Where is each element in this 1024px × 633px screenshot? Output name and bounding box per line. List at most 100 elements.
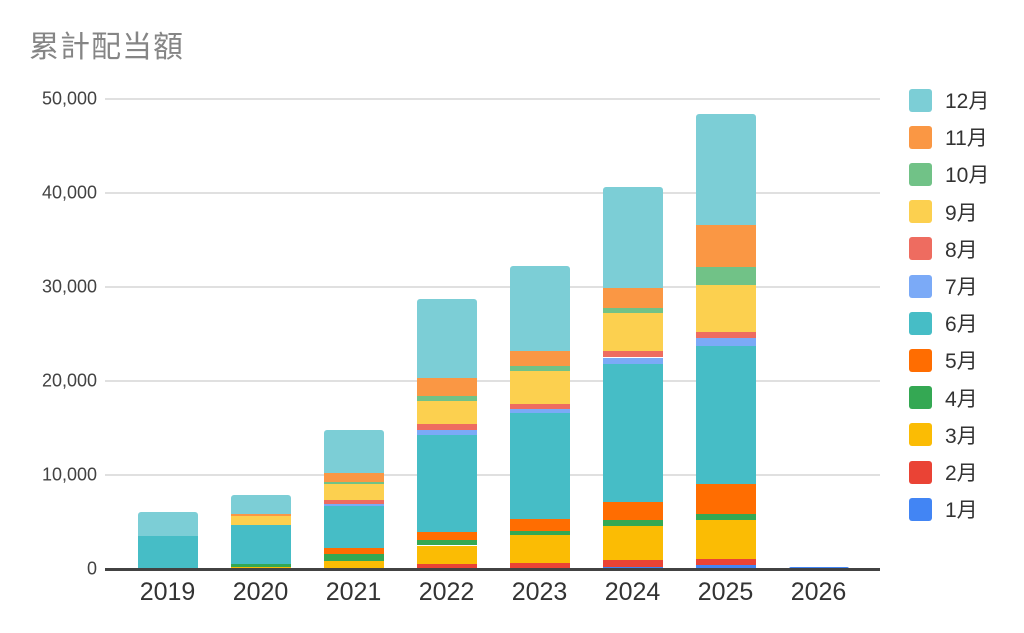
bar-segment-2025-m7[interactable] [695,338,756,347]
bar-segment-2023-m11[interactable] [509,351,570,367]
bar-segment-2024-m5[interactable] [602,501,663,520]
legend-swatch-m7 [909,274,932,298]
legend-swatch-m6 [909,311,932,335]
bar-segment-2022-m8[interactable] [416,423,477,430]
bar-segment-2025-m9[interactable] [695,285,756,333]
legend-label-m12: 12月 [945,90,990,113]
legend-swatch-m4 [909,386,932,410]
bar-segment-2019-m6[interactable] [137,536,198,569]
gridline [105,380,880,382]
bar-segment-2023-m4[interactable] [509,530,570,535]
bar-segment-2025-m5[interactable] [695,484,756,514]
y-axis-tick-label: 10,000 [41,464,97,485]
bar-segment-2022-m5[interactable] [416,531,477,540]
bar-segment-2024-m7[interactable] [602,357,663,364]
bar-segment-2021-m8[interactable] [323,500,384,505]
bar-segment-2023-m8[interactable] [509,404,570,410]
bar-segment-2024-m10[interactable] [602,307,663,313]
bar-segment-2025-m12[interactable] [695,114,756,226]
bar-segment-2022-m2[interactable] [416,564,477,569]
gridline [105,192,880,194]
bar-segment-2022-m4[interactable] [416,539,477,546]
bar-segment-2019-m12[interactable] [137,511,198,537]
bar-segment-2022-m6[interactable] [416,434,477,532]
bar-segment-2024-m12[interactable] [602,187,663,288]
legend-label-m4: 4月 [945,387,978,411]
legend-swatch-m9 [909,200,932,224]
bar-segment-2021-m7[interactable] [323,504,384,506]
bar-segment-2022-m10[interactable] [416,396,477,401]
x-axis-label: 2024 [604,578,661,606]
bar-segment-2024-m8[interactable] [602,350,663,358]
bar-segment-2022-m12[interactable] [416,299,477,379]
legend-swatch-m11 [909,125,932,149]
x-axis-label: 2020 [232,578,289,606]
bar-segment-2025-m11[interactable] [695,225,756,268]
bar-segment-2024-m11[interactable] [602,287,663,308]
bar-segment-2021-m9[interactable] [323,484,384,501]
bar-segment-2020-m6[interactable] [230,524,291,565]
bar-segment-2021-m5[interactable] [323,548,384,554]
x-axis-label: 2021 [325,578,382,606]
bar-segment-2021-m12[interactable] [323,429,384,473]
legend-label-m2: 2月 [945,462,978,485]
legend-item-m1: 1月 [909,491,978,527]
bar-segment-2021-m11[interactable] [323,472,384,482]
bar-segment-2023-m3[interactable] [509,534,570,564]
bar-segment-2021-m3[interactable] [323,560,384,569]
bar-segment-2022-m9[interactable] [416,400,477,424]
bar-segment-2025-m3[interactable] [695,520,756,560]
legend-swatch-m10 [909,162,932,186]
legend-swatch-m5 [909,348,932,372]
bar-segment-2021-m4[interactable] [323,553,384,561]
bar-segment-2020-m12[interactable] [230,494,291,514]
bar-segment-2023-m12[interactable] [509,266,570,352]
bar-segment-2023-m7[interactable] [509,409,570,413]
bar-segment-2024-m3[interactable] [602,526,663,561]
bar-segment-2025-m6[interactable] [695,346,756,485]
bar-segment-2024-m6[interactable] [602,363,663,502]
x-axis-label: 2025 [697,578,754,606]
bar-segment-2024-m9[interactable] [602,312,663,351]
y-axis-tick-label: 20,000 [41,370,97,391]
legend-item-m2: 2月 [909,454,978,490]
bar-segment-2020-m11[interactable] [230,514,291,517]
bar-segment-2022-m3[interactable] [416,545,477,565]
bar-segment-2021-m10[interactable] [323,481,384,485]
legend-item-m4: 4月 [909,380,978,416]
legend-label-m10: 10月 [945,164,990,188]
bar-segment-2025-m4[interactable] [695,513,756,521]
legend-swatch-m1 [909,497,932,521]
bar-segment-2024-m2[interactable] [602,560,663,568]
legend-label-m3: 3月 [945,424,978,448]
bar-segment-2025-m1[interactable] [695,565,756,569]
bar-segment-2022-m7[interactable] [416,429,477,435]
bar-segment-2023-m10[interactable] [509,366,570,372]
bar-segment-2025-m8[interactable] [695,332,756,339]
bar-segment-2024-m4[interactable] [602,519,663,527]
legend-item-m3: 3月 [909,417,978,453]
legend-swatch-m2 [909,460,932,484]
bar-segment-2023-m9[interactable] [509,371,570,405]
bar-segment-2025-m2[interactable] [695,559,756,566]
bar-segment-2023-m6[interactable] [509,412,570,520]
bar-segment-2023-m2[interactable] [509,563,570,569]
bar-segment-2020-m4[interactable] [230,564,291,567]
chart-title: 累計配当額 [29,31,184,64]
legend-label-m9: 9月 [945,201,978,225]
y-axis-tick-label: 50,000 [41,88,97,109]
legend-item-m8: 8月 [909,231,978,267]
legend-swatch-m8 [909,237,932,261]
x-axis-label: 2026 [790,578,847,606]
legend-swatch-m12 [909,88,932,112]
bar-segment-2023-m5[interactable] [509,519,570,531]
gridline [105,474,880,476]
bar-segment-2022-m11[interactable] [416,378,477,397]
bar-segment-2021-m6[interactable] [323,506,384,549]
legend-swatch-m3 [909,423,932,447]
legend-item-m6: 6月 [909,305,978,341]
legend-label-m7: 7月 [945,276,978,299]
bar-segment-2020-m9[interactable] [230,516,291,525]
bar-segment-2025-m10[interactable] [695,267,756,286]
